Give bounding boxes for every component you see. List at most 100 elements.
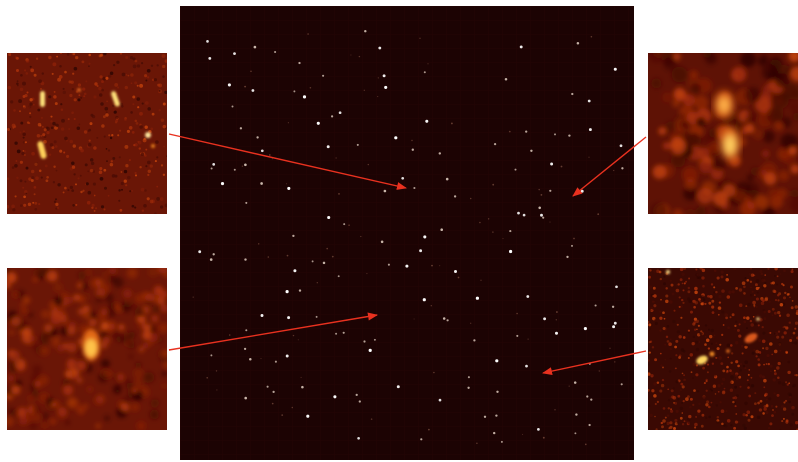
noise-speck <box>681 402 684 404</box>
source-point <box>377 77 379 79</box>
noise-speck <box>54 401 61 408</box>
noise-speck <box>162 64 166 69</box>
noise-speck <box>20 307 28 315</box>
noise-speck <box>706 400 710 404</box>
source-point <box>467 376 470 379</box>
noise-speck <box>144 125 148 129</box>
noise-speck <box>651 346 655 349</box>
noise-speck <box>680 305 684 308</box>
noise-speck <box>53 200 57 204</box>
noise-speck <box>762 130 775 143</box>
noise-speck <box>706 363 710 366</box>
noise-speck <box>63 151 66 154</box>
noise-speck <box>134 143 138 147</box>
noise-speck <box>785 351 788 354</box>
noise-speck <box>95 295 103 303</box>
noise-speck <box>718 294 722 299</box>
noise-speck <box>704 53 718 65</box>
noise-speck <box>89 158 94 162</box>
noise-speck <box>722 324 725 326</box>
noise-speck <box>715 356 718 359</box>
noise-speck <box>719 343 722 346</box>
source-point <box>260 358 262 360</box>
noise-speck <box>683 420 686 423</box>
noise-speck <box>700 302 704 306</box>
noise-speck <box>776 293 780 297</box>
noise-speck <box>158 89 161 92</box>
noise-speck <box>692 299 696 303</box>
noise-speck <box>123 179 127 183</box>
noise-speck <box>22 141 26 144</box>
noise-speck <box>25 141 27 144</box>
noise-speck <box>781 420 784 423</box>
noise-speck <box>662 407 666 410</box>
noise-speck <box>729 381 733 384</box>
noise-speck <box>696 411 701 416</box>
noise-speck <box>75 55 79 60</box>
source-point <box>445 177 449 181</box>
noise-speck <box>755 355 758 358</box>
noise-speck <box>697 409 701 413</box>
noise-speck <box>721 310 725 314</box>
noise-speck <box>54 198 58 201</box>
noise-speck <box>742 364 746 368</box>
noise-speck <box>22 130 26 133</box>
noise-speck <box>757 56 768 67</box>
noise-speck <box>31 151 35 156</box>
source-point <box>598 370 600 372</box>
noise-speck <box>776 275 779 278</box>
noise-speck <box>648 340 651 344</box>
noise-speck <box>681 282 684 285</box>
noise-speck <box>759 269 763 274</box>
noise-speck <box>791 268 794 271</box>
noise-speck <box>750 166 760 176</box>
noise-speck <box>42 126 44 128</box>
noise-speck <box>662 326 666 331</box>
noise-speck <box>654 358 658 362</box>
noise-speck <box>96 136 99 139</box>
source-point <box>301 385 304 389</box>
source-point <box>542 436 545 439</box>
noise-speck <box>689 353 694 357</box>
noise-speck <box>693 328 697 331</box>
noise-speck <box>683 374 685 377</box>
noise-speck <box>779 302 784 307</box>
noise-speck <box>144 101 149 105</box>
source-point <box>274 50 277 54</box>
noise-speck <box>738 323 741 326</box>
noise-speck <box>88 139 91 142</box>
noise-speck <box>710 342 713 345</box>
source-point <box>239 127 243 130</box>
source-point <box>470 322 472 324</box>
noise-speck <box>648 388 650 392</box>
noise-speck <box>752 300 756 305</box>
noise-speck <box>161 370 167 377</box>
inset-bottom-right-image <box>648 268 798 430</box>
noise-speck <box>783 269 786 272</box>
noise-speck <box>76 347 85 356</box>
noise-speck <box>756 291 759 294</box>
noise-speck <box>782 417 785 420</box>
noise-speck <box>136 421 146 430</box>
noise-speck <box>28 312 34 318</box>
noise-speck <box>60 327 69 336</box>
noise-speck <box>137 315 146 324</box>
source-point <box>537 428 540 431</box>
noise-speck <box>145 165 148 168</box>
source-point <box>613 169 615 172</box>
noise-speck <box>23 203 27 207</box>
source-point <box>574 432 577 435</box>
noise-speck <box>734 405 737 408</box>
inset-top-right-image <box>648 53 798 214</box>
noise-speck <box>18 416 28 426</box>
noise-speck <box>682 268 687 270</box>
noise-speck <box>60 108 64 112</box>
noise-speck <box>769 331 772 334</box>
noise-speck <box>747 418 751 422</box>
noise-speck <box>712 296 715 299</box>
noise-speck <box>716 420 720 424</box>
noise-speck <box>761 325 764 329</box>
noise-speck <box>692 335 696 339</box>
noise-speck <box>763 386 766 389</box>
source-point <box>233 168 236 171</box>
